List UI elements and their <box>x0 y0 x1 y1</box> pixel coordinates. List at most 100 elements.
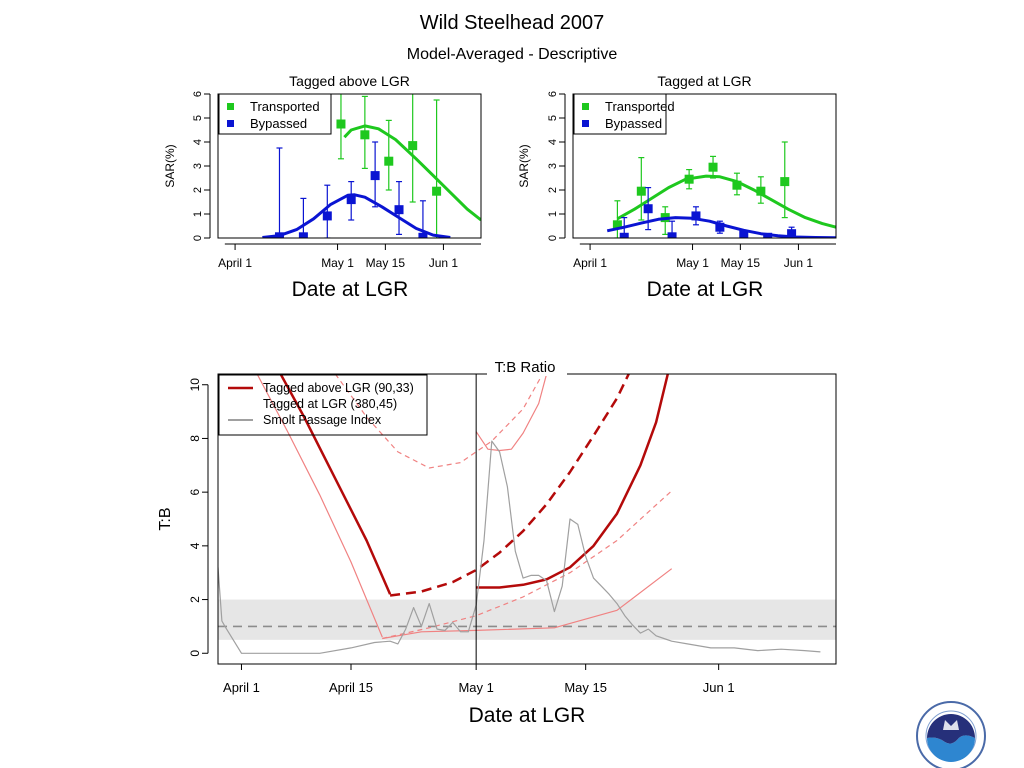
y-tick-label: 3 <box>547 163 559 169</box>
panel-title: Tagged above LGR <box>289 73 410 89</box>
data-point <box>298 232 308 238</box>
figure-title: Wild Steelhead 2007 <box>420 12 605 34</box>
data-point <box>739 230 749 238</box>
series-line <box>279 374 392 595</box>
y-tick-label: 2 <box>192 187 204 193</box>
x-tick-label: April 1 <box>573 256 607 270</box>
y-tick-label: 6 <box>188 488 202 495</box>
legend-marker <box>227 120 234 127</box>
y-axis-label: SAR(%) <box>517 144 531 187</box>
plot-area <box>262 94 481 238</box>
legend-marker <box>227 103 234 110</box>
y-tick-label: 10 <box>188 378 202 392</box>
series-line <box>218 440 821 654</box>
x-axis-label: Date at LGR <box>647 278 764 301</box>
data-point <box>384 156 394 166</box>
legend-box <box>218 374 428 436</box>
data-point <box>787 229 797 238</box>
x-tick-label: May 1 <box>676 256 709 270</box>
legend-box <box>218 93 332 135</box>
y-tick-label: 1 <box>547 211 559 217</box>
y-tick-label: 5 <box>547 115 559 121</box>
y-tick-label: 2 <box>547 187 559 193</box>
data-point <box>360 130 370 140</box>
plot-area <box>218 374 821 654</box>
data-point <box>322 211 332 221</box>
y-tick-label: 0 <box>547 235 559 241</box>
data-point <box>732 180 742 190</box>
legend-label: Tagged at LGR (380,45) <box>263 397 397 411</box>
data-point <box>432 186 442 196</box>
panel-tagged-above-lgr: 0 1 2 3 4 5 6 SAR(%) April 1 May 1 May 15 Jun 1 Date… <box>163 73 482 301</box>
x-tick-label: April 1 <box>223 680 260 695</box>
legend-label: Smolt Passage Index <box>263 413 382 427</box>
y-tick-label: 1 <box>192 211 204 217</box>
series-line <box>389 374 630 597</box>
y-tick-label: 0 <box>192 235 204 241</box>
x-axis-label: Date at LGR <box>469 704 586 727</box>
series-line <box>476 374 670 589</box>
data-point <box>370 171 380 181</box>
legend-label: Transported <box>605 99 675 114</box>
data-point <box>667 232 677 238</box>
x-tick-label: Jun 1 <box>429 256 459 270</box>
legend-marker <box>582 103 589 110</box>
series-line <box>262 193 451 238</box>
noaa-logo <box>916 701 986 768</box>
data-point <box>418 232 428 238</box>
x-tick-label: April 1 <box>218 256 252 270</box>
data-point <box>756 186 766 196</box>
y-tick-label: 3 <box>192 163 204 169</box>
legend-box <box>573 93 667 135</box>
data-point <box>274 232 284 238</box>
y-tick-label: 0 <box>188 650 202 657</box>
data-point <box>619 232 629 238</box>
x-tick-label: May 15 <box>366 256 406 270</box>
series-line <box>475 374 548 452</box>
x-tick-label: May 15 <box>721 256 761 270</box>
y-tick-label: 8 <box>188 435 202 442</box>
panel-tagged-at-lgr: 0 1 2 3 4 5 6 SAR(%) April 1 May 1 May 15 Jun 1 Date… <box>517 73 837 301</box>
legend-label: Bypassed <box>250 116 307 131</box>
x-tick-label: Jun 1 <box>703 680 735 695</box>
x-axis-label: Date at LGR <box>292 278 409 301</box>
data-point <box>691 211 701 221</box>
data-point <box>612 220 622 230</box>
data-point <box>636 186 646 196</box>
data-point <box>643 204 653 214</box>
panel-title-bg <box>487 356 567 376</box>
y-tick-label: 4 <box>188 542 202 549</box>
x-tick-label: May 1 <box>458 680 493 695</box>
data-point <box>346 195 356 205</box>
y-axis-label: SAR(%) <box>163 144 177 187</box>
data-point <box>763 232 773 238</box>
data-point <box>715 222 725 232</box>
y-tick-label: 5 <box>192 115 204 121</box>
series-line <box>616 174 836 229</box>
x-tick-label: April 15 <box>329 680 373 695</box>
series-line <box>382 490 673 640</box>
legend-label: Tagged above LGR (90,33) <box>263 381 414 395</box>
panel-title: T:B Ratio <box>495 359 556 376</box>
legend-label: Bypassed <box>605 116 662 131</box>
plot-frame <box>217 93 482 239</box>
y-tick-label: 6 <box>547 91 559 97</box>
reference-band <box>218 599 836 640</box>
legend-label: Transported <box>250 99 320 114</box>
y-tick-label: 4 <box>547 139 559 145</box>
y-tick-label: 2 <box>188 596 202 603</box>
legend-marker <box>582 120 589 127</box>
plot-area <box>606 141 836 238</box>
data-point <box>684 174 694 184</box>
figure-subtitle: Model-Averaged - Descriptive <box>407 46 618 63</box>
panel-tb-ratio: 0 2 4 6 8 10 T:B April 1 April 15 May 1 May 15 Jun … <box>157 356 837 727</box>
plot-frame <box>572 93 837 239</box>
y-axis-label: T:B <box>157 507 174 530</box>
x-tick-label: May 15 <box>564 680 607 695</box>
y-tick-label: 4 <box>192 139 204 145</box>
panel-title: Tagged at LGR <box>657 73 751 89</box>
series-line <box>343 124 481 222</box>
series-line <box>382 568 673 640</box>
data-point <box>336 119 346 129</box>
